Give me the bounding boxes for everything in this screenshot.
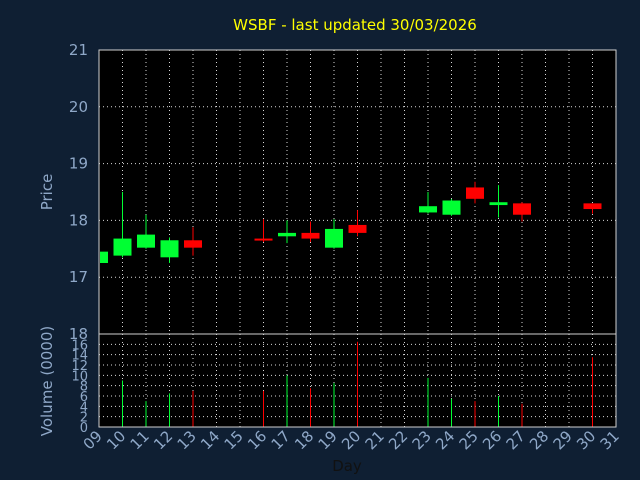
x-tick-label: 16 (244, 427, 270, 453)
volume-tick-label: 6 (80, 390, 88, 405)
x-tick-label: 25 (456, 427, 482, 453)
price-tick-label: 19 (69, 155, 88, 173)
x-tick-label: 15 (221, 427, 247, 453)
candle-body (301, 232, 320, 239)
candle-body (184, 240, 202, 248)
x-tick-label: 26 (479, 427, 505, 453)
x-tick-label: 30 (573, 427, 599, 453)
volume-tick-label: 14 (71, 349, 88, 364)
chart-title: WSBF - last updated 30/03/2026 (233, 16, 477, 34)
price-tick-label: 17 (69, 268, 88, 286)
candle-body (513, 203, 531, 215)
grid-layer (99, 49, 616, 427)
candle-body (254, 238, 273, 241)
volume-tick-label: 8 (80, 380, 88, 395)
x-tick-label: 14 (197, 427, 223, 453)
candle-body (113, 238, 132, 256)
price-tick-label: 21 (69, 41, 88, 59)
x-tick-label: 17 (268, 427, 294, 453)
x-axis-label: Day (332, 457, 362, 475)
x-tick-label: 22 (385, 427, 411, 453)
x-tick-label: 28 (526, 427, 552, 453)
candle-body (137, 234, 155, 248)
x-tick-label: 11 (127, 427, 153, 453)
volume-tick-label: 2 (80, 411, 88, 426)
candle-body (325, 228, 343, 248)
x-tick-label: 24 (432, 427, 458, 453)
volume-layer (122, 341, 593, 427)
candle-body (583, 203, 602, 210)
x-tick-label: 19 (315, 427, 341, 453)
volume-tick-label: 10 (71, 369, 88, 384)
price-axis-ticks: 17 18 19 20 21 (69, 41, 88, 286)
price-tick-label: 18 (69, 211, 88, 229)
volume-tick-label: 0 (80, 421, 88, 436)
volume-tick-label: 12 (71, 359, 88, 374)
candle-body (489, 202, 508, 206)
volume-axis-label: Volume (0000) (38, 326, 56, 436)
price-axis-label: Price (38, 174, 56, 211)
x-tick-label: 31 (597, 427, 623, 453)
candle-body (348, 224, 367, 233)
volume-panel-frame (98, 333, 617, 428)
x-tick-label: 20 (338, 427, 364, 453)
volume-tick-label: 18 (69, 325, 88, 343)
candle-body (466, 187, 484, 199)
volume-tick-label: 4 (80, 400, 88, 415)
price-tick-label: 20 (69, 98, 88, 116)
candle-body (442, 200, 461, 215)
price-panel-background (99, 50, 616, 334)
x-tick-label: 10 (103, 427, 129, 453)
candle-body (160, 240, 179, 258)
candles-layer (98, 181, 602, 266)
x-tick-label: 21 (362, 427, 388, 453)
x-tick-label: 29 (550, 427, 576, 453)
x-tick-label: 13 (174, 427, 200, 453)
candle-body (278, 232, 296, 237)
x-tick-label: 27 (503, 427, 529, 453)
volume-tick-label: 16 (71, 338, 88, 353)
x-tick-label: 23 (409, 427, 435, 453)
candle-body (419, 206, 437, 213)
x-tick-label: 18 (291, 427, 317, 453)
x-axis-ticks: 0910111213141516171819202122232425262728… (80, 427, 623, 453)
x-tick-label: 12 (150, 427, 176, 453)
candle-body (100, 251, 108, 263)
